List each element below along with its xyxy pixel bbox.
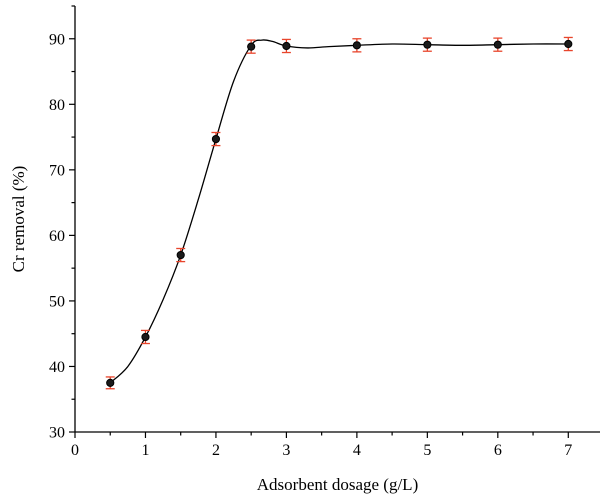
data-point [247, 42, 256, 51]
data-point [211, 134, 221, 144]
x-tick-label: 0 [71, 442, 79, 459]
y-tick-label: 50 [49, 293, 65, 310]
x-tick-label: 5 [423, 442, 431, 459]
data-point [176, 250, 185, 260]
fit-curve [109, 39, 569, 384]
y-tick-label: 60 [49, 228, 65, 245]
data-point [141, 332, 150, 342]
x-tick-label: 1 [141, 442, 149, 459]
y-tick-label: 80 [49, 97, 65, 114]
x-tick-label: 3 [282, 442, 290, 459]
error-bars [105, 36, 573, 390]
data-points [106, 39, 573, 387]
y-axis-title: Cr removal (%) [9, 166, 28, 273]
data-point [352, 41, 361, 50]
x-tick-label: 2 [212, 442, 220, 459]
x-tick-label: 7 [564, 442, 572, 459]
data-point [106, 378, 115, 387]
axes [74, 6, 600, 433]
x-tick-label: 4 [353, 442, 361, 459]
y-tick-label: 70 [49, 162, 65, 179]
x-tick-label: 6 [494, 442, 502, 459]
data-point [282, 41, 291, 51]
x-axis-title: Adsorbent dosage (g/L) [257, 475, 418, 494]
y-tick-label: 90 [49, 31, 65, 48]
y-tick-label: 30 [49, 425, 65, 442]
data-point [423, 40, 432, 49]
data-point [493, 40, 502, 49]
y-tick-label: 40 [49, 359, 65, 376]
ticks: 0 1 2 3 4 5 6 7 30 40 50 60 70 80 90 [49, 5, 572, 459]
data-point [564, 39, 573, 49]
